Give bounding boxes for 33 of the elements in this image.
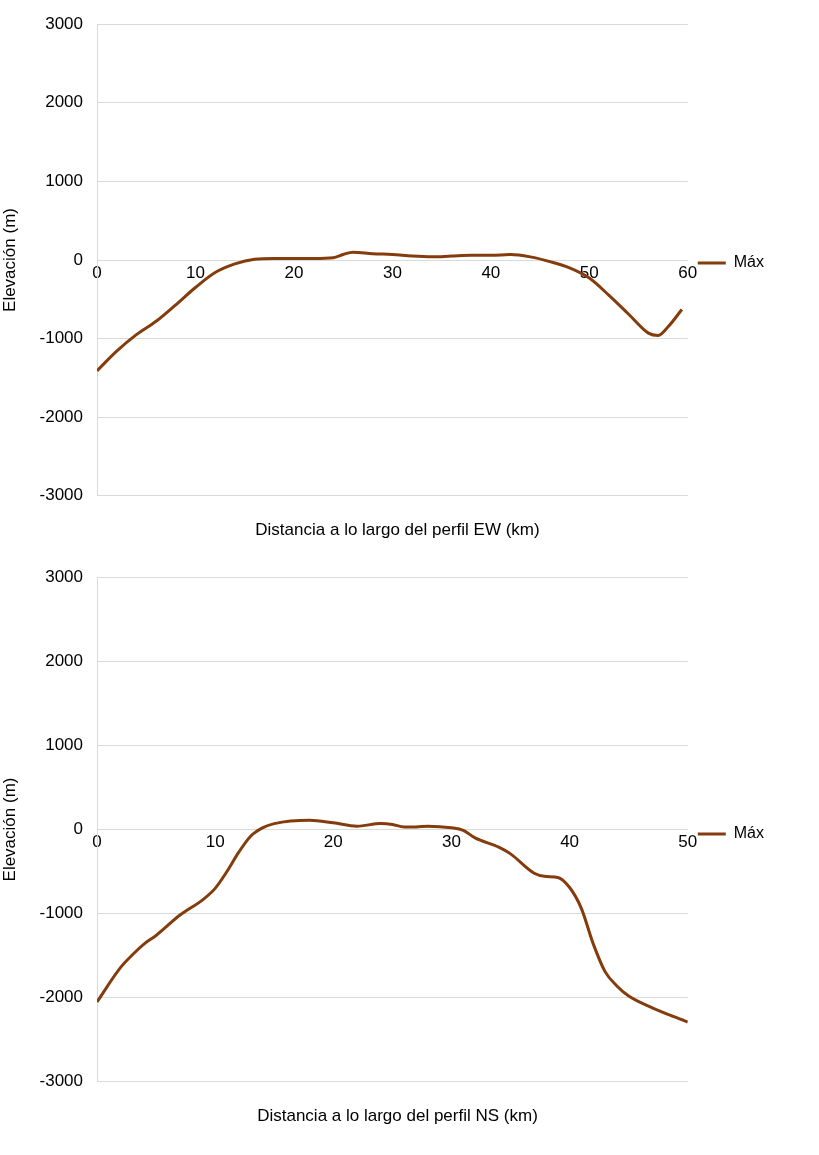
x-tick-label: 30 [382, 262, 402, 282]
x-tick-label: 50 [678, 832, 698, 852]
y-tick-label: -3000 [39, 1071, 83, 1091]
y-axis-title: Elevación (m) [0, 777, 19, 882]
y-tick-label: 3000 [45, 566, 83, 586]
x-tick-label: 10 [205, 832, 225, 852]
x-tick-label: 10 [186, 262, 205, 282]
x-axis-title: Distancia a lo largo del perfil NS (km) [256, 1106, 539, 1127]
y-tick-label: -1000 [39, 903, 83, 923]
x-tick-label: 50 [579, 262, 599, 282]
x-tick-label: 20 [284, 262, 304, 282]
y-tick-label: 1000 [45, 171, 83, 191]
x-tick-label: 0 [92, 832, 102, 852]
x-tick-label: 30 [442, 832, 461, 852]
y-tick-label: 3000 [45, 13, 83, 33]
y-tick-label: 0 [73, 249, 83, 269]
x-axis-title: Distancia a lo largo del perfil EW (km) [254, 520, 541, 541]
y-tick-label: 2000 [45, 650, 83, 670]
y-tick-label: -3000 [39, 485, 83, 505]
y-axis-title: Elevación (m) [0, 208, 19, 312]
legend-label: Máx [733, 824, 765, 842]
x-tick-label: 40 [560, 832, 580, 852]
x-tick-label: 40 [481, 262, 501, 282]
y-tick-label: -2000 [39, 987, 83, 1007]
y-tick-label: 1000 [45, 735, 83, 755]
y-tick-label: 0 [73, 819, 83, 839]
y-tick-label: -1000 [39, 328, 83, 348]
y-tick-label: 2000 [45, 92, 83, 112]
x-tick-label: 20 [323, 832, 343, 852]
x-tick-label: 60 [678, 262, 698, 282]
x-tick-label: 0 [92, 262, 102, 282]
y-tick-label: -2000 [39, 406, 83, 426]
legend-label: Máx [733, 253, 765, 271]
